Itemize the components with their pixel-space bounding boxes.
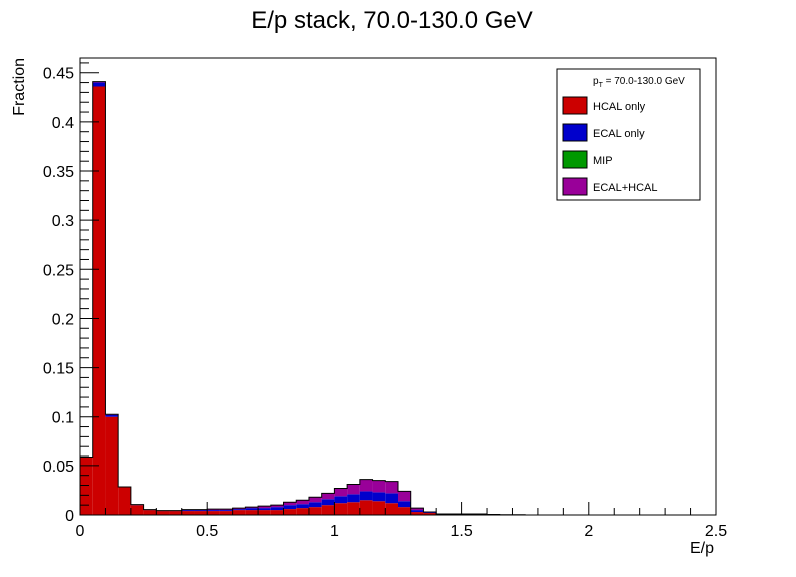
bar-hcal-only-bin-5	[144, 510, 157, 515]
y-tick-label-0: 0	[65, 508, 74, 525]
y-tick-label-4: 0.2	[52, 311, 74, 328]
legend-swatch-ecal-hcal	[563, 178, 587, 195]
bar-ecal-only-bin-25	[398, 501, 411, 507]
bar-ecal-hcal-bin-23	[373, 481, 386, 493]
legend-swatch-hcal-only	[563, 97, 587, 114]
bar-ecal-only-bin-19	[322, 499, 335, 505]
bar-hcal-only-bin-14	[258, 510, 271, 515]
bar-hcal-only-bin-2	[105, 417, 118, 515]
x-axis-label: E/p	[690, 540, 714, 557]
y-tick-label-6: 0.3	[52, 213, 74, 230]
bar-ecal-hcal-bin-17	[296, 500, 309, 504]
x-tick-label-1: 0.5	[196, 523, 218, 540]
bar-hcal-only-bin-18	[309, 507, 322, 515]
legend-swatch-mip	[563, 151, 587, 168]
bar-hcal-only-bin-17	[296, 508, 309, 515]
x-tick-label-5: 2.5	[705, 523, 727, 540]
bar-ecal-only-bin-20	[334, 496, 347, 503]
bar-hcal-only-bin-3	[118, 487, 131, 515]
x-tick-label-4: 2	[584, 523, 593, 540]
bar-hcal-only-bin-15	[271, 510, 284, 515]
bar-hcal-only-bin-10	[207, 511, 220, 515]
bar-ecal-hcal-bin-18	[309, 497, 322, 502]
bar-ecal-only-bin-13	[245, 508, 258, 510]
x-tick-label-0: 0	[76, 523, 85, 540]
bar-ecal-only-bin-10	[207, 510, 220, 511]
bar-hcal-only-bin-19	[322, 505, 335, 515]
x-tick-label-3: 1.5	[450, 523, 472, 540]
bar-hcal-only-bin-0	[80, 458, 93, 515]
bar-ecal-only-bin-17	[296, 504, 309, 508]
bar-hcal-only-bin-22	[360, 500, 373, 515]
bar-hcal-only-bin-24	[385, 503, 398, 515]
bar-ecal-hcal-bin-25	[398, 491, 411, 501]
bar-ecal-only-bin-14	[258, 508, 271, 510]
bar-ecal-hcal-bin-19	[322, 493, 335, 499]
bar-hcal-only-bin-12	[233, 510, 246, 515]
bar-hcal-only-bin-4	[131, 505, 144, 515]
bar-hcal-only-bin-21	[347, 502, 360, 515]
bar-ecal-only-bin-16	[284, 505, 297, 509]
legend-label-hcal-only: HCAL only	[593, 101, 646, 113]
bar-ecal-only-bin-2	[105, 415, 118, 417]
chart-title: E/p stack, 70.0-130.0 GeV	[251, 7, 533, 34]
y-axis-label: Fraction	[11, 58, 28, 116]
bar-ecal-only-bin-11	[220, 510, 233, 511]
bar-ecal-hcal-bin-22	[360, 480, 373, 492]
bar-hcal-only-bin-1	[93, 87, 106, 516]
legend-label-mip: MIP	[593, 155, 613, 167]
bar-ecal-only-bin-12	[233, 509, 246, 510]
legend-label-ecal-hcal: ECAL+HCAL	[593, 182, 658, 194]
y-tick-label-7: 0.35	[43, 164, 74, 181]
legend-label-ecal-only: ECAL only	[593, 128, 645, 140]
bar-ecal-hcal-bin-21	[347, 485, 360, 495]
y-tick-label-2: 0.1	[52, 410, 74, 427]
bar-ecal-only-bin-1	[93, 83, 106, 87]
bar-ecal-only-bin-8	[182, 510, 195, 511]
bar-hcal-only-bin-6	[156, 511, 169, 515]
x-tick-label-2: 1	[330, 523, 339, 540]
bar-ecal-only-bin-9	[194, 510, 207, 511]
bar-hcal-only-bin-20	[334, 503, 347, 515]
legend-header-rest: = 70.0-130.0 GeV	[603, 76, 685, 87]
y-tick-label-8: 0.4	[52, 115, 74, 132]
legend-swatch-ecal-only	[563, 124, 587, 141]
y-tick-label-3: 0.15	[43, 361, 74, 378]
bar-ecal-only-bin-23	[373, 492, 386, 501]
bar-ecal-hcal-bin-20	[334, 488, 347, 496]
y-tick-label-9: 0.45	[43, 66, 74, 83]
bar-hcal-only-bin-25	[398, 507, 411, 515]
bar-hcal-only-bin-9	[194, 511, 207, 515]
bar-ecal-only-bin-22	[360, 491, 373, 500]
bar-hcal-only-bin-7	[169, 511, 182, 515]
bar-hcal-only-bin-8	[182, 511, 195, 515]
y-tick-label-1: 0.05	[43, 459, 74, 476]
bar-ecal-hcal-bin-24	[385, 482, 398, 494]
bar-ecal-only-bin-24	[385, 493, 398, 503]
y-tick-label-5: 0.25	[43, 262, 74, 279]
bar-hcal-only-bin-13	[245, 510, 258, 515]
bar-ecal-only-bin-21	[347, 494, 360, 502]
bar-ecal-only-bin-26	[411, 510, 424, 512]
bar-hcal-only-bin-11	[220, 511, 233, 515]
bar-hcal-only-bin-23	[373, 501, 386, 515]
bar-ecal-only-bin-15	[271, 507, 284, 510]
bar-hcal-only-bin-16	[284, 509, 297, 515]
bar-ecal-only-bin-18	[309, 502, 322, 507]
